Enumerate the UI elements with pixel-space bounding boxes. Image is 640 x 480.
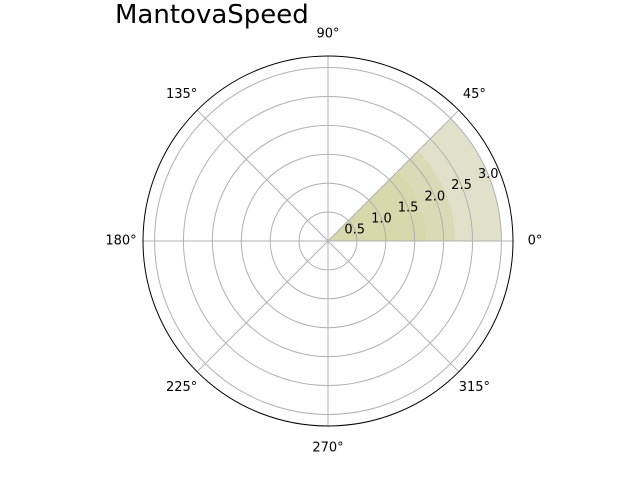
polar-frame — [142, 55, 514, 427]
grid-layer — [142, 55, 514, 427]
theta-gridline-1 — [327, 109, 460, 242]
labels-layer: 0.5 1.0 1.5 2.0 2.5 3.0 0° 45° 90° 135° 180° 225° 27… — [105, 27, 542, 456]
r-tick-label-0: 0.5 — [344, 222, 365, 237]
r-tick-label-1: 1.0 — [371, 211, 392, 226]
theta-tick-label-6: 270° — [312, 441, 343, 456]
theta-gridline-5 — [196, 240, 329, 373]
chart-title: MantovaSpeed — [115, 0, 309, 30]
r-tick-label-3: 2.0 — [424, 189, 445, 204]
theta-tick-label-0: 0° — [528, 234, 543, 249]
theta-tick-label-1: 45° — [463, 87, 486, 102]
wedges-layer — [328, 118, 502, 241]
theta-tick-label-2: 90° — [316, 27, 339, 42]
theta-tick-label-3: 135° — [166, 87, 197, 102]
r-tick-label-2: 1.5 — [398, 200, 419, 215]
r-tick-label-5: 3.0 — [478, 167, 499, 182]
theta-gridline-7 — [327, 240, 460, 373]
wedge-2 — [328, 118, 502, 241]
theta-gridline-3 — [196, 109, 329, 242]
theta-tick-label-5: 225° — [166, 380, 197, 395]
theta-tick-label-4: 180° — [105, 234, 136, 249]
r-tick-label-4: 2.5 — [451, 178, 472, 193]
theta-tick-label-7: 315° — [459, 380, 490, 395]
